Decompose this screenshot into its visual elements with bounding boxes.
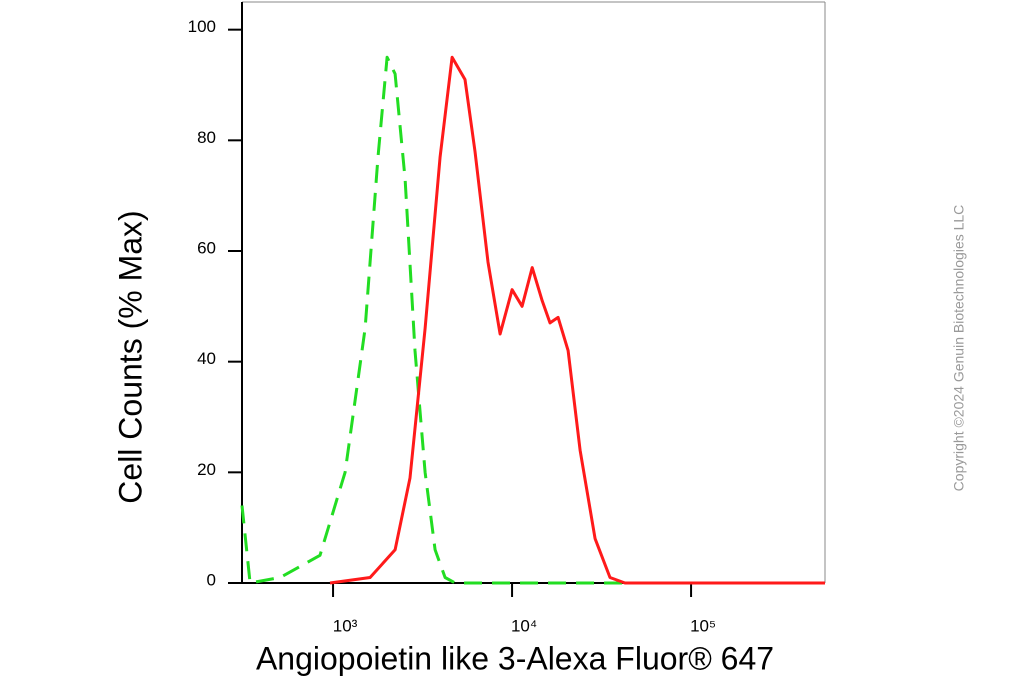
histogram-line	[240, 55, 825, 585]
x-axis-title: Angiopoietin like 3-Alexa Fluor® 647	[256, 640, 774, 676]
x-tick-label: 10⁵	[690, 616, 716, 635]
y-tick-label: 20	[197, 460, 216, 479]
y-tick-label: 0	[207, 570, 216, 589]
copyright: Copyright ©2024 Genuin Biotechnologies L…	[951, 205, 967, 492]
y-tick-label: 80	[197, 128, 216, 147]
x-tick-label: 10³	[333, 616, 358, 635]
y-tick-label: 60	[197, 238, 216, 257]
y-tick-label: 100	[188, 17, 216, 36]
histogram-line	[329, 55, 825, 585]
y-axis-title: Cell Counts (% Max)	[112, 210, 148, 503]
x-tick-label: 10⁴	[511, 616, 537, 635]
y-tick-label: 40	[197, 349, 216, 368]
